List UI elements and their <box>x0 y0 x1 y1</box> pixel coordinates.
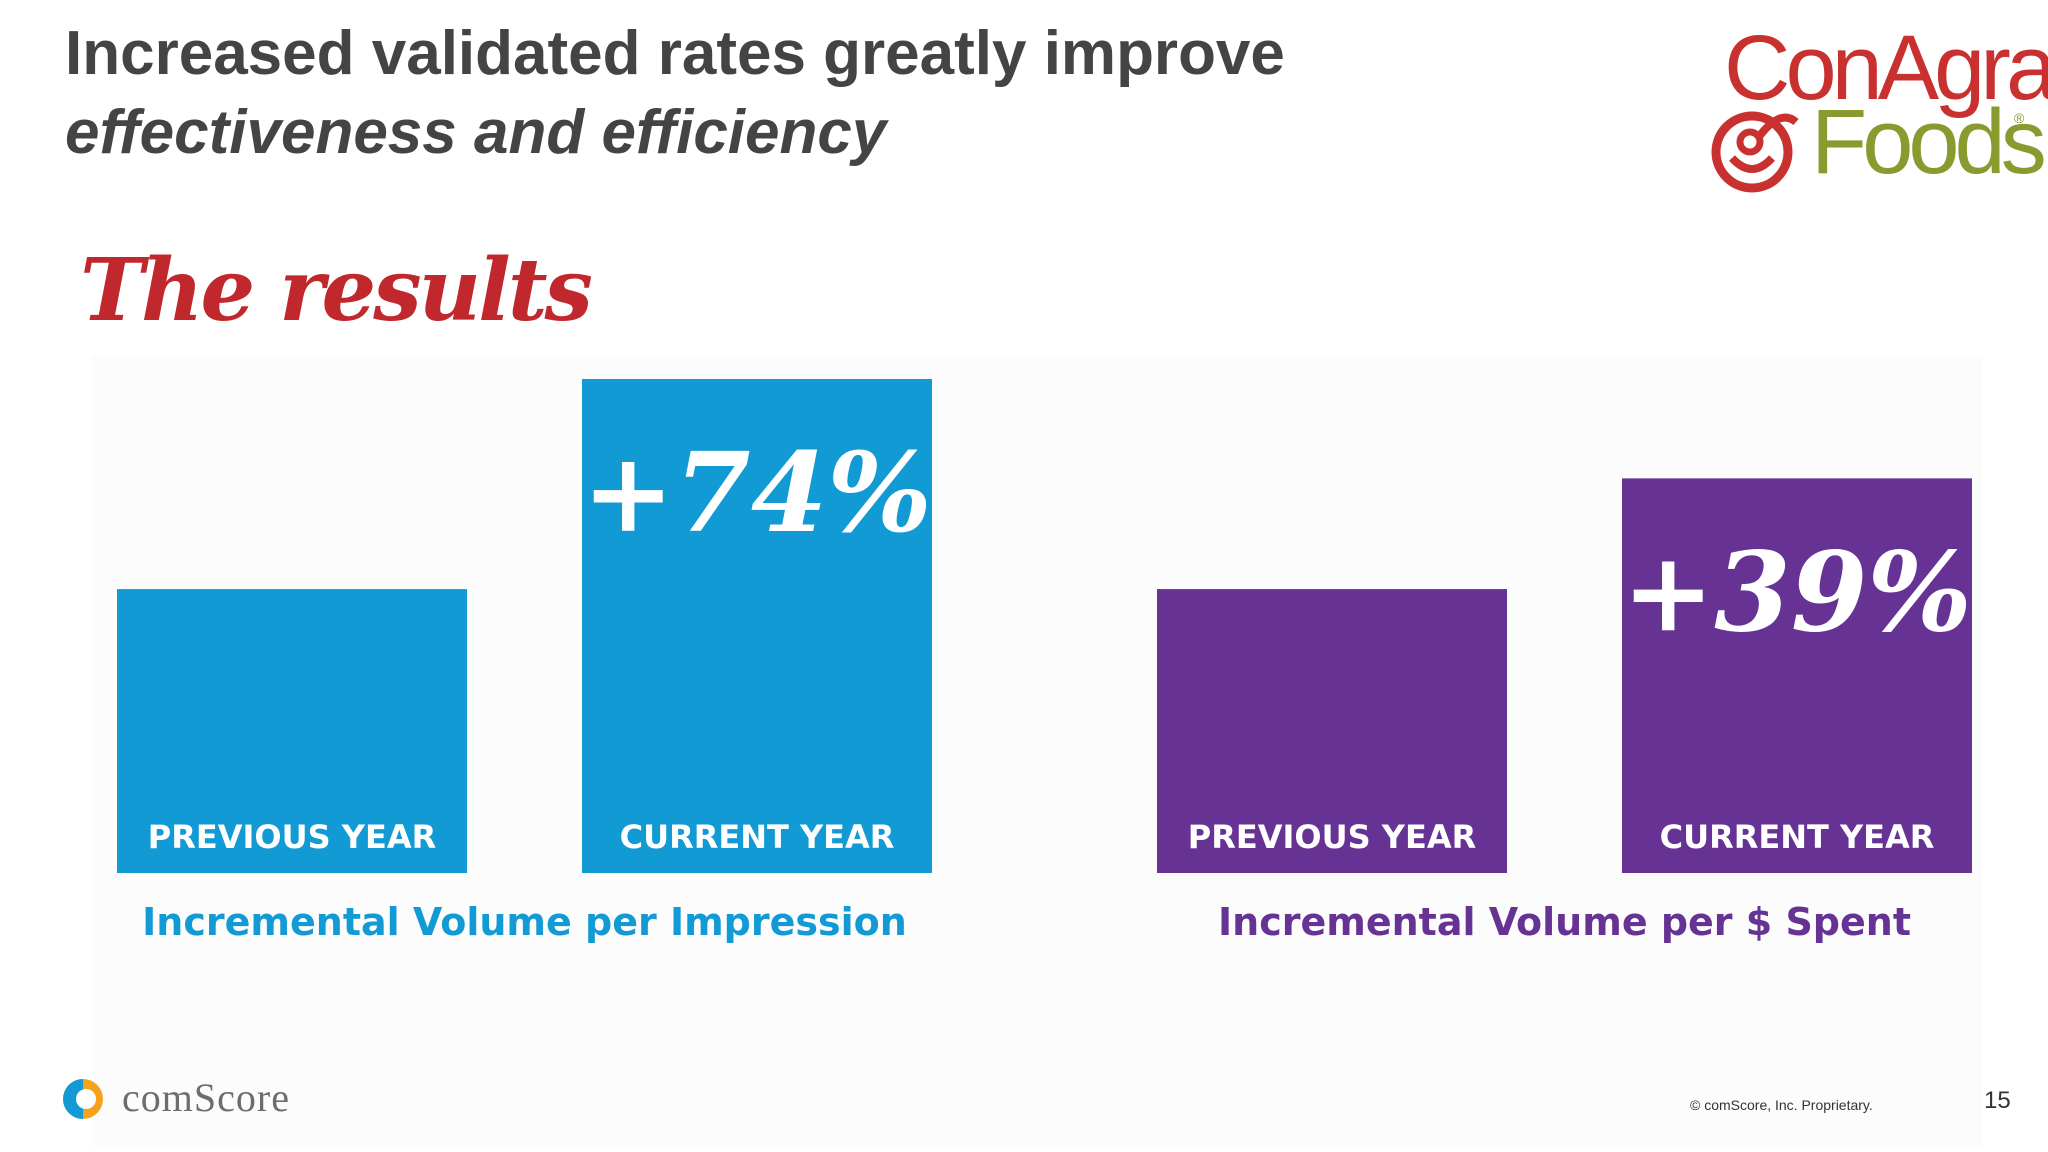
conagra-foods-logo: ConAgra Foods ® <box>1710 14 2048 194</box>
slide-title: Increased validated rates greatly improv… <box>65 14 1565 172</box>
change-annotation: +39% <box>1622 527 1972 656</box>
bar-category-label: CURRENT YEAR <box>620 818 895 856</box>
comscore-logo-icon <box>63 1079 103 1119</box>
bar-category-label: PREVIOUS YEAR <box>148 818 436 856</box>
bar <box>117 589 467 873</box>
title-line-2: effectiveness and efficiency <box>65 98 887 167</box>
bar <box>1157 589 1507 873</box>
conagra-swirl-icon <box>1711 111 1799 193</box>
bar-category-label: PREVIOUS YEAR <box>1188 818 1476 856</box>
conagra-logo-text: ConAgra <box>1724 17 2048 119</box>
comscore-logo-text: comScore <box>122 1075 290 1120</box>
chart-title: Incremental Volume per $ Spent <box>1218 900 1911 944</box>
foods-logo-text: Foods <box>1811 91 2047 193</box>
chart-panel: PREVIOUS YEAR CURRENT YEAR +74% Incremental… <box>92 356 1982 1146</box>
results-heading: The results <box>80 240 593 341</box>
chart-title: Incremental Volume per Impression <box>142 900 907 944</box>
bar-category-label: CURRENT YEAR <box>1660 818 1935 856</box>
registered-mark: ® <box>2014 110 2025 126</box>
results-bar-charts: PREVIOUS YEAR CURRENT YEAR +74% Incremental… <box>117 379 1972 944</box>
page-number: 15 <box>1984 1087 2011 1114</box>
bar <box>1622 478 1972 873</box>
change-annotation: +74% <box>582 428 932 557</box>
bar <box>582 379 932 873</box>
copyright-text: © comScore, Inc. Proprietary. <box>1690 1097 1873 1113</box>
title-line-1: Increased validated rates greatly improv… <box>65 19 1285 88</box>
